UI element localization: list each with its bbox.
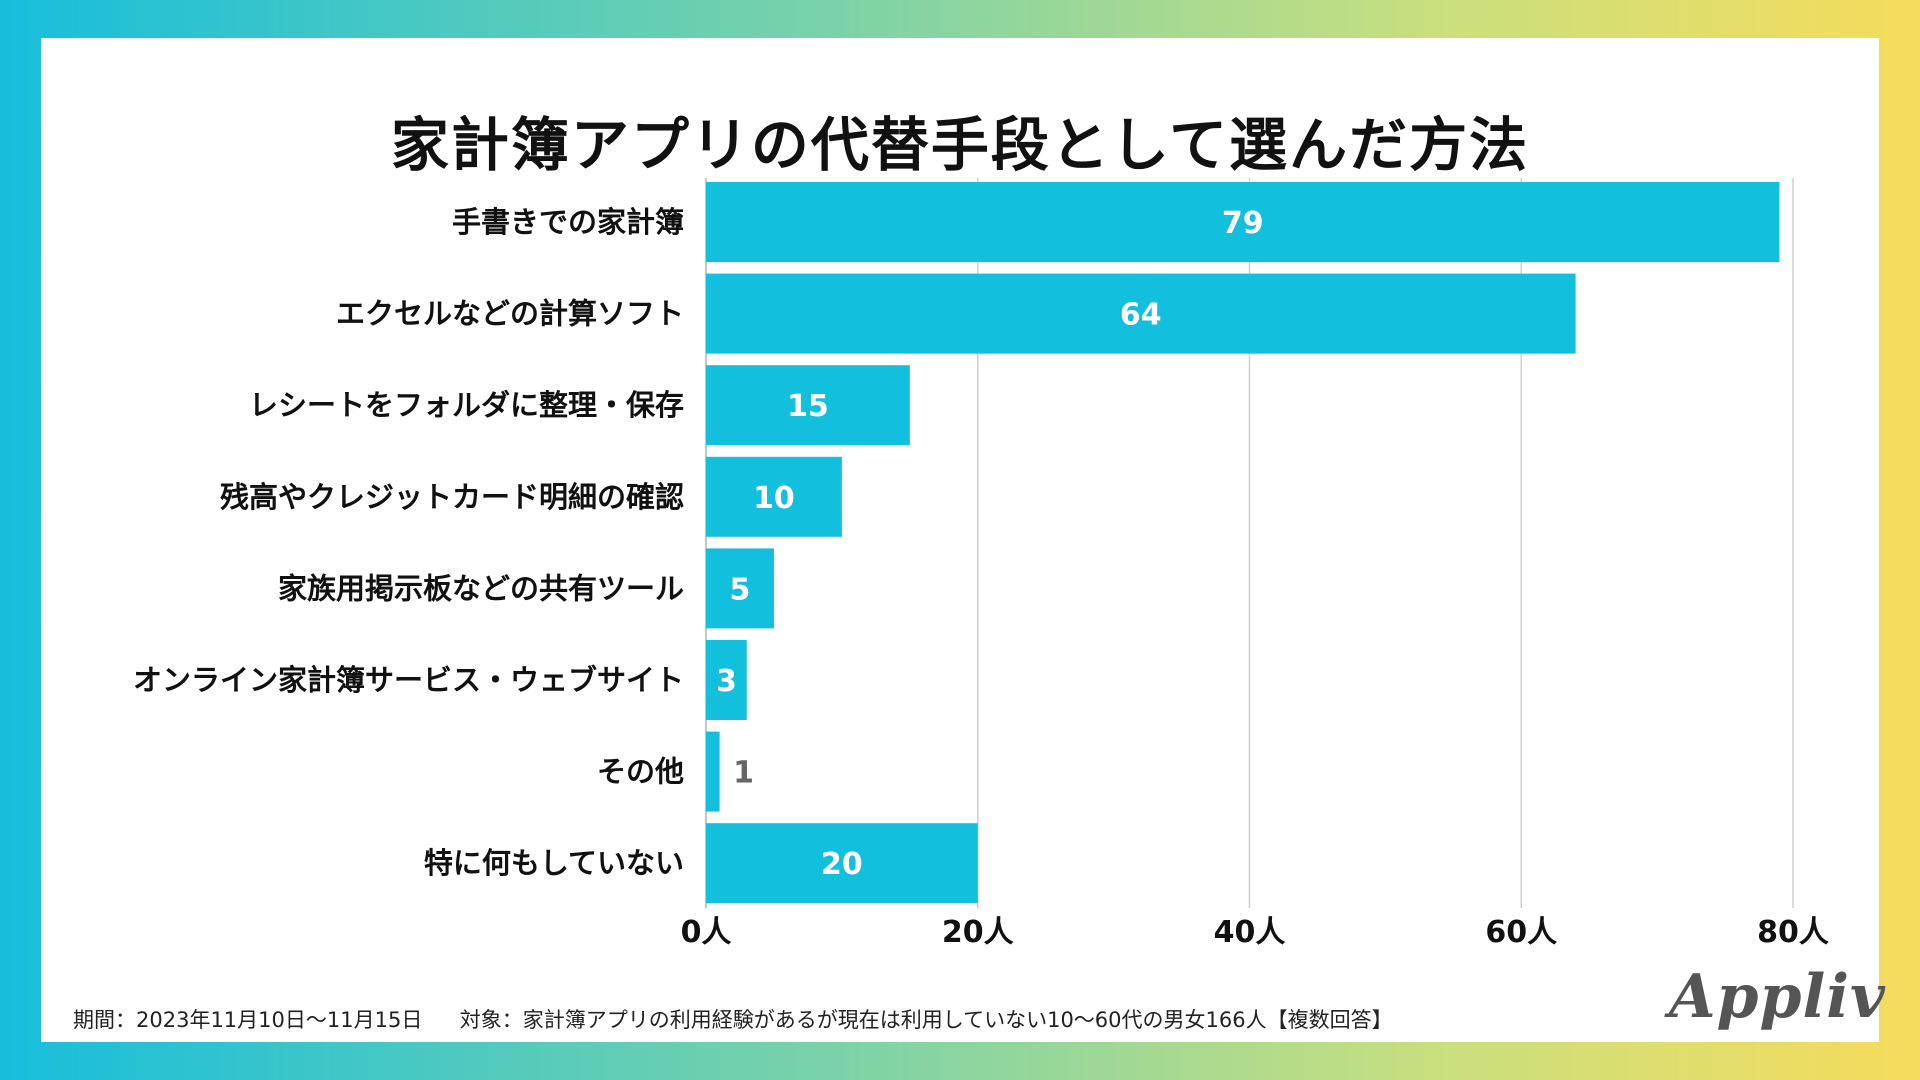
bar-5 <box>706 548 774 629</box>
survey-footnote: 期間：2023年11月10日〜11月15日 対象：家計簿アプリの利用経験があるが… <box>73 1004 1393 1034</box>
category-label-2: エクセルなどの計算ソフト <box>336 297 684 331</box>
category-label-1: 手書きでの家計簿 <box>452 205 684 239</box>
value-label-2: 64 <box>1120 298 1162 333</box>
chart-card: 家計簿アプリの代替手段として選んだ方法 0人 20人 40人 60人 80人 手書きでの家… <box>41 38 1885 1042</box>
bar-chart: 0人 20人 40人 60人 80人 手書きでの家計簿 79 エクセルなどの計算ソフト 64 レシ… <box>133 178 1829 950</box>
x-tick-label-40: 40人 <box>1214 915 1286 950</box>
x-tick-label-80: 80人 <box>1757 915 1829 950</box>
bar-8 <box>706 823 978 904</box>
survey-period: 期間：2023年11月10日〜11月15日 <box>73 1008 423 1032</box>
value-label-8: 20 <box>821 847 863 882</box>
category-label-3: レシートをフォルダに整理・保存 <box>249 388 684 422</box>
value-label-5: 5 <box>730 572 751 607</box>
category-label-5: 家族用掲示板などの共有ツール <box>278 571 684 605</box>
bar-6 <box>706 640 747 720</box>
category-label-8: 特に何もしていない <box>424 846 684 880</box>
value-label-3: 15 <box>787 389 829 424</box>
bar-2 <box>706 273 1576 354</box>
survey-target: 対象：家計簿アプリの利用経験があるが現在は利用していない10〜60代の男女166… <box>459 1008 1393 1032</box>
bar-3 <box>706 365 910 446</box>
x-tick-label-0: 0人 <box>681 915 732 950</box>
chart-title: 家計簿アプリの代替手段として選んだ方法 <box>390 111 1530 179</box>
bar-4 <box>706 456 842 537</box>
x-tick-label-20: 20人 <box>942 915 1014 950</box>
value-label-7: 1 <box>733 756 754 791</box>
bar-7 <box>706 731 720 812</box>
value-label-4: 10 <box>753 481 795 516</box>
category-label-6: オンライン家計簿サービス・ウェブサイト <box>133 663 684 697</box>
x-tick-label-60: 60人 <box>1485 915 1557 950</box>
category-label-7: その他 <box>597 755 684 789</box>
bar-1 <box>706 182 1780 262</box>
category-label-4: 残高やクレジットカード明細の確認 <box>220 480 684 514</box>
value-label-6: 3 <box>716 664 737 699</box>
appliv-logo: Appliv <box>1669 962 1886 1032</box>
value-label-1: 79 <box>1222 206 1264 241</box>
